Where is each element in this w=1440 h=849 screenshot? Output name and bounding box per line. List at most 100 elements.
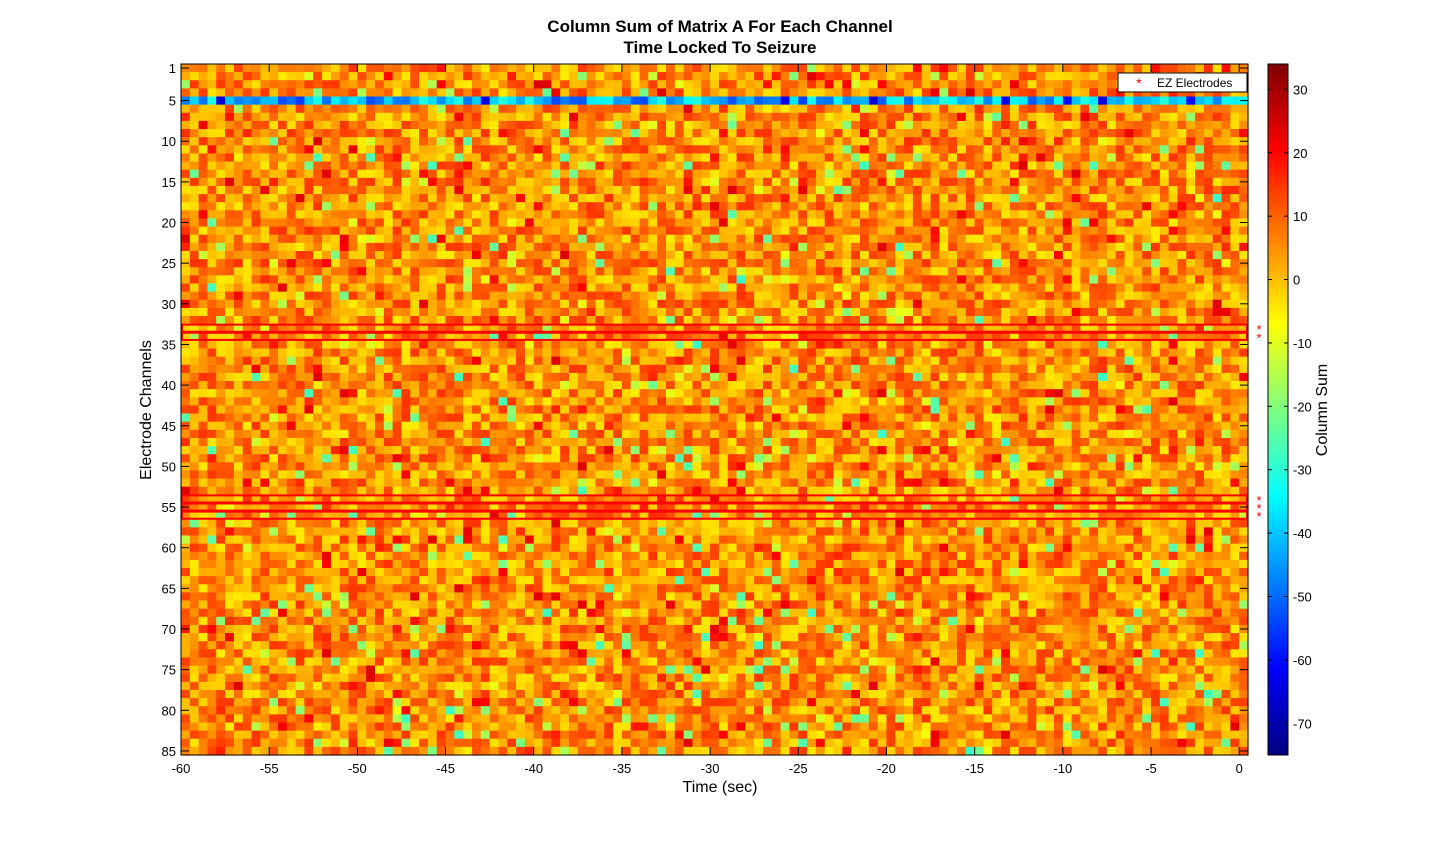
heatmap-cell — [957, 120, 967, 130]
heatmap-cell — [216, 112, 226, 122]
heatmap-cell — [1159, 316, 1170, 325]
heatmap-cell — [851, 283, 861, 293]
heatmap-cell — [251, 397, 261, 407]
heatmap-cell — [1212, 332, 1223, 341]
heatmap-cell — [1221, 259, 1231, 268]
heatmap-cell — [877, 153, 888, 163]
heatmap-cell — [516, 169, 526, 179]
heatmap-cell — [692, 364, 702, 374]
heatmap-cell — [692, 226, 702, 236]
heatmap-cell — [1001, 242, 1011, 252]
heatmap-cell — [718, 364, 729, 374]
heatmap-cell — [1018, 145, 1029, 155]
heatmap-cell — [621, 299, 632, 309]
heatmap-cell — [904, 161, 914, 171]
heatmap-cell — [524, 153, 535, 163]
heatmap-cell — [1045, 104, 1055, 114]
heatmap-cell — [480, 104, 491, 114]
heatmap-cell — [436, 185, 447, 195]
heatmap-cell — [807, 381, 817, 390]
heatmap-cell — [1133, 194, 1143, 203]
heatmap-cell — [886, 202, 896, 211]
heatmap-cell — [965, 80, 976, 89]
heatmap-cell — [233, 161, 244, 171]
heatmap-cell — [1115, 96, 1126, 106]
heatmap-cell — [260, 324, 270, 333]
heatmap-cell — [1177, 340, 1187, 350]
heatmap-cell — [745, 250, 755, 260]
heatmap-cell — [480, 112, 491, 122]
heatmap-cell — [992, 137, 1002, 146]
heatmap-cell — [198, 64, 209, 73]
heatmap-cell — [1001, 145, 1011, 155]
heatmap-cell — [639, 275, 649, 285]
heatmap-cell — [692, 242, 702, 252]
heatmap-cell — [427, 307, 438, 317]
heatmap-cell — [304, 299, 314, 309]
heatmap-cell — [904, 242, 914, 252]
heatmap-cell — [489, 210, 500, 220]
heatmap-cell — [216, 169, 226, 179]
heatmap-cell — [763, 348, 773, 358]
heatmap-cell — [269, 161, 279, 171]
heatmap-cell — [621, 348, 632, 358]
heatmap-cell — [1071, 194, 1082, 203]
heatmap-cell — [930, 275, 940, 285]
heatmap-cell — [569, 161, 579, 171]
heatmap-cell — [763, 316, 773, 325]
heatmap-cell — [216, 242, 226, 252]
heatmap-cell — [207, 259, 217, 268]
heatmap-cell — [789, 120, 799, 130]
heatmap-cell — [480, 389, 491, 398]
heatmap-cell — [383, 242, 394, 252]
heatmap-cell — [1027, 137, 1037, 146]
heatmap-cell — [507, 161, 517, 171]
heatmap-cell — [1001, 340, 1011, 350]
heatmap-cell — [198, 364, 209, 374]
heatmap-cell — [604, 145, 614, 155]
heatmap-cell — [1203, 381, 1214, 390]
heatmap-cell — [1159, 129, 1170, 138]
heatmap-cell — [639, 112, 649, 122]
heatmap-cell — [516, 218, 526, 228]
heatmap-cell — [851, 177, 861, 187]
heatmap-cell — [798, 96, 808, 106]
heatmap-cell — [807, 153, 817, 163]
heatmap-cell — [877, 137, 888, 146]
heatmap-cell — [366, 177, 376, 187]
heatmap-cell — [295, 112, 306, 122]
heatmap-cell — [1080, 137, 1090, 146]
heatmap-cell — [427, 145, 438, 155]
heatmap-cell — [639, 291, 649, 301]
heatmap-cell — [1089, 218, 1099, 228]
heatmap-cell — [1168, 161, 1179, 171]
heatmap-cell — [542, 80, 552, 89]
heatmap-cell — [260, 250, 270, 260]
heatmap-cell — [939, 267, 949, 276]
heatmap-cell — [1177, 307, 1187, 317]
heatmap-cell — [454, 177, 464, 187]
heatmap-cell — [965, 234, 976, 244]
heatmap-cell — [1089, 226, 1099, 236]
heatmap-cell — [710, 96, 720, 106]
heatmap-cell — [304, 250, 314, 260]
heatmap-cell — [392, 348, 403, 358]
heatmap-cell — [357, 316, 367, 325]
heatmap-cell — [489, 332, 500, 341]
heatmap-cell — [330, 64, 341, 73]
heatmap-cell — [727, 120, 738, 130]
heatmap-cell — [1089, 177, 1099, 187]
heatmap-cell — [727, 145, 738, 155]
heatmap-cell — [419, 185, 429, 195]
heatmap-cell — [1195, 210, 1205, 220]
heatmap-cell — [657, 96, 667, 106]
heatmap-cell — [674, 275, 685, 285]
heatmap-cell — [763, 356, 773, 366]
heatmap-cell — [436, 250, 447, 260]
heatmap-cell — [815, 381, 826, 390]
heatmap-cell — [472, 210, 482, 220]
heatmap-cell — [939, 283, 949, 293]
heatmap-cell — [657, 194, 667, 203]
heatmap-cell — [657, 234, 667, 244]
heatmap-cell — [621, 145, 632, 155]
